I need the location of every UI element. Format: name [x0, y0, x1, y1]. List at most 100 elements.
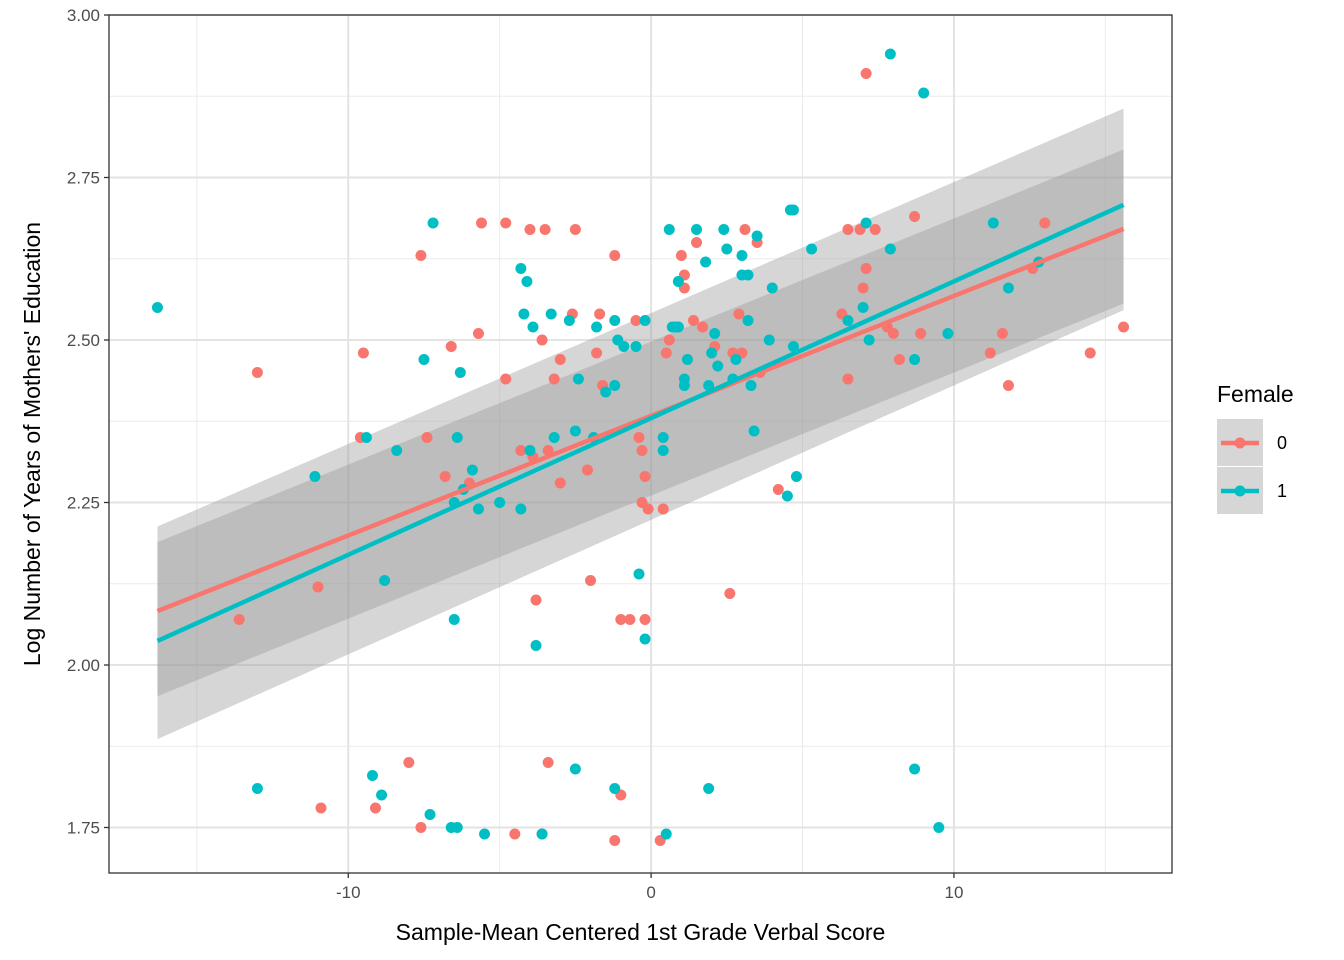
data-point-1 [751, 230, 763, 242]
minor-gridlines [109, 15, 1172, 873]
data-point-1 [524, 445, 536, 456]
data-point-0 [509, 828, 521, 840]
plot-panel-background [109, 15, 1172, 873]
data-point-1 [987, 217, 999, 229]
data-point-1 [703, 783, 715, 794]
data-point-1 [609, 380, 621, 391]
data-point-0 [639, 614, 651, 625]
data-point-0 [357, 347, 369, 359]
data-point-1 [572, 373, 584, 385]
data-point-1 [563, 315, 575, 326]
data-point-0 [639, 471, 651, 482]
data-point-0 [772, 484, 784, 495]
data-point-1 [703, 380, 715, 391]
data-point-1 [518, 308, 530, 320]
data-point-1 [942, 328, 954, 339]
data-point-0 [609, 835, 621, 846]
data-point-0 [860, 263, 872, 274]
data-point-0 [585, 575, 597, 586]
plot-panel-border [108, 14, 1173, 874]
data-point-1 [700, 256, 712, 268]
data-point-0 [663, 334, 675, 346]
data-point-1 [618, 341, 630, 352]
data-point-0 [609, 250, 621, 261]
data-point-1 [672, 276, 684, 287]
data-point-1 [884, 243, 896, 255]
y-tick-label: 2.50 [67, 331, 100, 350]
data-point-0 [893, 354, 905, 365]
legend-title: Female [1217, 381, 1294, 407]
legend-key-point [1234, 485, 1246, 497]
data-point-0 [860, 68, 872, 79]
data-point-1 [909, 763, 921, 775]
data-point-0 [403, 757, 415, 768]
data-point-1 [427, 217, 439, 229]
data-point-1 [745, 380, 757, 391]
data-point-0 [842, 373, 854, 385]
y-tick-label: 3.00 [67, 6, 100, 25]
data-point-1 [569, 425, 581, 437]
y-tick-label: 1.75 [67, 819, 100, 838]
data-point-0 [312, 581, 324, 593]
data-point-0 [582, 464, 594, 476]
data-point-0 [548, 373, 560, 385]
data-point-0 [569, 224, 581, 235]
data-point-0 [530, 594, 542, 606]
data-point-1 [536, 828, 548, 840]
data-point-1 [842, 315, 854, 326]
data-point-1 [709, 328, 721, 339]
data-point-1 [479, 828, 491, 840]
data-point-1 [609, 315, 621, 326]
data-point-0 [1002, 380, 1014, 391]
data-point-0 [415, 250, 427, 261]
legend: Female 0 1 [1217, 381, 1294, 514]
data-point-0 [542, 757, 554, 768]
data-point-1 [366, 770, 378, 781]
data-point-0 [857, 282, 869, 294]
x-axis-title: Sample-Mean Centered 1st Grade Verbal Sc… [396, 919, 886, 945]
data-point-1 [863, 334, 875, 346]
data-point-1 [633, 568, 645, 580]
data-point-1 [663, 224, 675, 235]
data-point-0 [594, 308, 606, 320]
data-point-1 [391, 445, 403, 456]
data-point-0 [554, 354, 566, 365]
data-point-1 [742, 269, 754, 281]
y-axis-title: Log Number of Years of Mothers' Educatio… [19, 222, 45, 666]
data-point-1 [527, 321, 539, 333]
data-point-1 [424, 809, 436, 820]
y-tick-label: 2.00 [67, 656, 100, 675]
data-point-1 [360, 432, 372, 443]
data-point-1 [721, 243, 733, 255]
y-axis: 1.75 2.00 2.25 2.50 2.75 3.00 [67, 6, 109, 838]
data-point-1 [860, 217, 872, 229]
data-point-1 [681, 354, 693, 365]
data-point-1 [445, 822, 457, 833]
data-point-1 [718, 224, 730, 235]
data-point-1 [472, 503, 484, 515]
data-point-1 [933, 822, 945, 833]
data-point-1 [494, 497, 506, 508]
data-point-1 [418, 354, 430, 365]
data-point-0 [984, 347, 996, 359]
data-point-0 [370, 802, 382, 814]
data-point-1 [1002, 282, 1014, 294]
data-point-0 [915, 328, 927, 339]
data-point-1 [630, 341, 642, 352]
data-point-0 [554, 477, 566, 489]
data-point-0 [476, 217, 488, 229]
data-point-0 [636, 445, 648, 456]
data-point-1 [660, 828, 672, 840]
data-point-0 [1084, 347, 1096, 359]
data-point-1 [609, 783, 621, 794]
data-point-0 [697, 321, 709, 333]
data-point-1 [787, 204, 799, 216]
data-point-1 [151, 302, 163, 313]
data-point-1 [454, 367, 466, 378]
data-point-0 [615, 614, 627, 625]
data-point-0 [624, 614, 636, 625]
data-point-1 [748, 425, 760, 437]
data-point-1 [451, 432, 463, 443]
y-tick-label: 2.25 [67, 494, 100, 513]
data-point-0 [909, 211, 921, 222]
